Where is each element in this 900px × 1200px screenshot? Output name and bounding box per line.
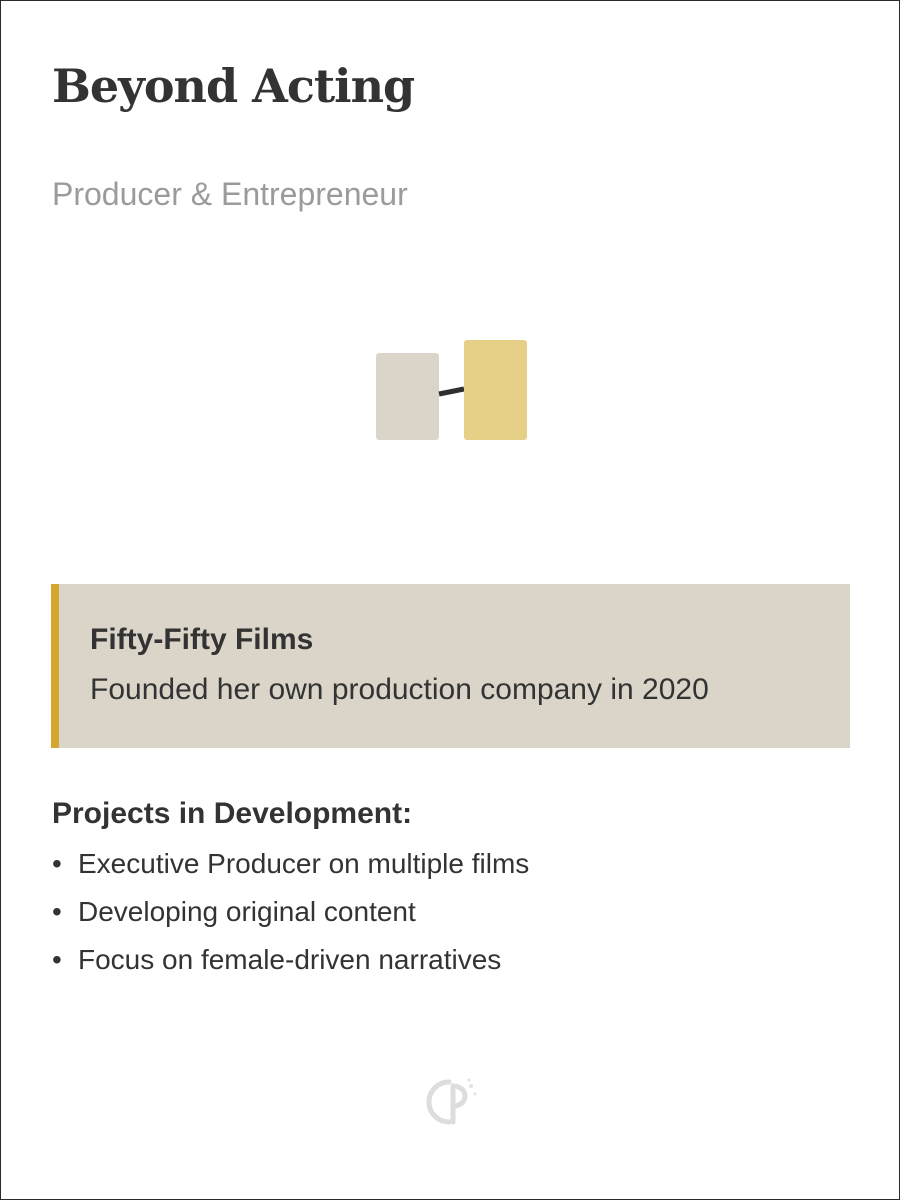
bullet-icon: • (52, 848, 62, 879)
company-description: Founded her own production company in 20… (90, 673, 709, 706)
page-title: Beyond Acting (52, 59, 415, 113)
bullet-icon: • (52, 944, 62, 975)
right-frame-shape (464, 340, 527, 440)
frame-connector-line (438, 386, 465, 397)
company-name: Fifty-Fifty Films (90, 623, 314, 656)
left-frame-shape (376, 353, 439, 440)
page-subtitle: Producer & Entrepreneur (52, 176, 408, 212)
projects-heading: Projects in Development: (52, 797, 413, 830)
list-item-text: Executive Producer on multiple films (78, 848, 530, 879)
connected-frames-icon (376, 340, 527, 440)
list-item: • Developing original content (52, 894, 529, 942)
logo-watermark-icon (426, 1078, 477, 1125)
list-item-text: Focus on female-driven narratives (78, 944, 502, 975)
list-item-text: Developing original content (78, 896, 416, 927)
projects-list: • Executive Producer on multiple films • D… (52, 846, 529, 990)
list-item: • Focus on female-driven narratives (52, 942, 529, 990)
list-item: • Executive Producer on multiple films (52, 846, 529, 894)
company-highlight-card: Fifty-Fifty Films Founded her own produc… (51, 584, 850, 748)
bullet-icon: • (52, 896, 62, 927)
